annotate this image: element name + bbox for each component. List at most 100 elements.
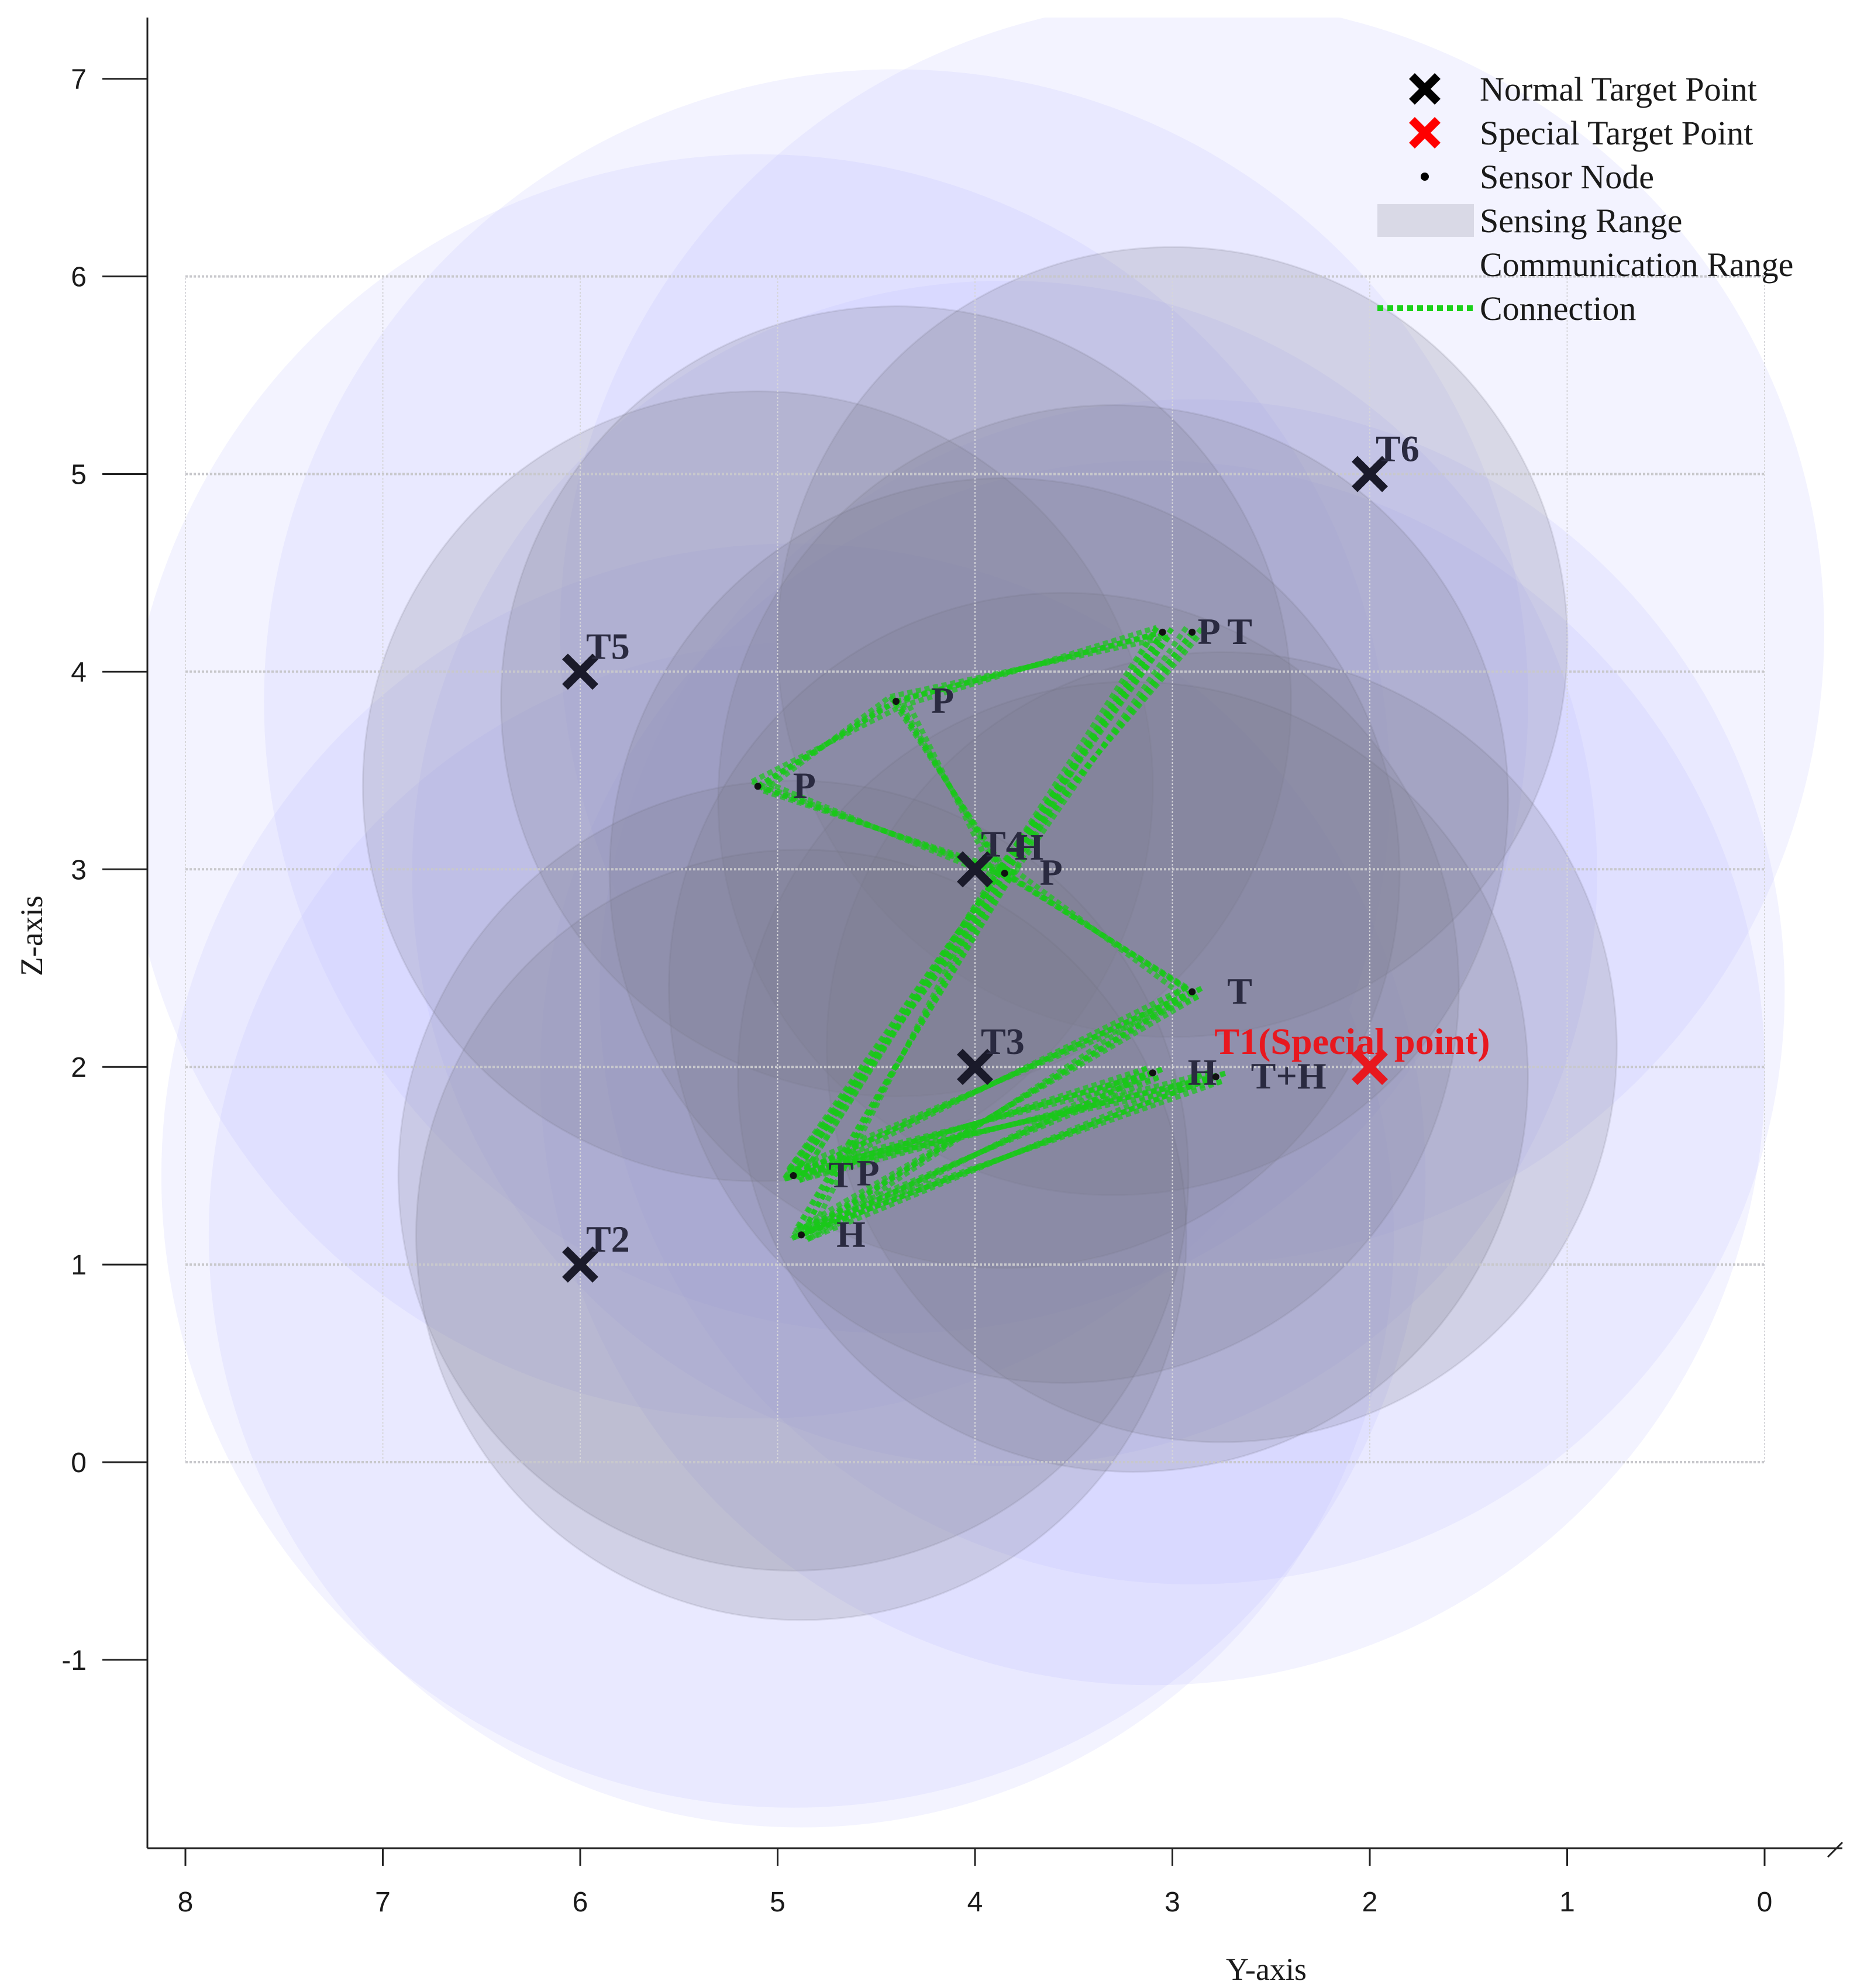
x-axis-title: Y-axis	[1226, 1952, 1307, 1987]
connection-line	[790, 986, 1203, 1241]
sensor-node-label: T	[1227, 611, 1252, 652]
sensor-node-label: P	[793, 764, 816, 806]
connection-line	[902, 697, 998, 878]
y-tick-label: 0	[71, 1448, 87, 1479]
y-tick-label: 5	[71, 460, 87, 491]
connection-line	[904, 633, 1154, 701]
connection-line	[791, 1067, 1163, 1241]
y-tick-label: 7	[71, 64, 87, 95]
legend-label: Special Target Point	[1480, 114, 1753, 152]
connection-line	[799, 871, 1007, 1236]
legend-marker	[1409, 117, 1441, 149]
normal-target-marker	[562, 653, 598, 690]
target-label: T5	[586, 625, 630, 667]
x-tick-label: 6	[573, 1887, 588, 1918]
connection-line	[766, 780, 997, 880]
target-label: T2	[586, 1218, 630, 1260]
normal-target-marker	[957, 1049, 993, 1086]
target-points: T2 T3 T4 T5 T6 T1(Special point)	[562, 428, 1490, 1283]
connection-line	[783, 986, 1203, 1182]
sensing-range-circle	[667, 592, 1460, 1384]
legend-marker	[1409, 73, 1441, 105]
x-tick-label: 2	[1362, 1887, 1378, 1918]
sensor-node	[893, 698, 900, 705]
sensor-node	[754, 783, 762, 790]
connection-line	[783, 1070, 1226, 1182]
connection-line	[805, 1066, 1148, 1242]
y-tick-label: 2	[71, 1052, 87, 1083]
y-tick-label: 6	[71, 262, 87, 293]
normal-target-marker	[562, 1246, 598, 1283]
legend-label: Connection	[1480, 290, 1636, 328]
y-tick-label: -1	[61, 1645, 87, 1676]
y-tick-label: 3	[71, 855, 87, 886]
connection-line	[798, 984, 1188, 1183]
legend-label: Communication Range	[1480, 246, 1793, 284]
x-marker-stroke	[957, 1049, 993, 1086]
sensor-node-label: P	[1040, 852, 1063, 893]
connection-line	[993, 626, 1204, 878]
sensor-node	[1159, 628, 1166, 636]
sensor-node-label: H	[1188, 1051, 1217, 1093]
target-label: T3	[981, 1021, 1025, 1062]
target-label: T6	[1376, 428, 1420, 470]
axes: 8 7 6 5 4 3 2 1 0 -1 0 1 2 3 4 5 6 7	[61, 18, 1844, 1918]
y-axis-title: Z-axis	[14, 895, 49, 976]
connection-line	[790, 868, 1017, 1240]
x-marker-stroke	[957, 851, 993, 888]
sensor-node	[798, 1231, 805, 1239]
sensor-node	[1188, 628, 1196, 636]
x-tick-label: 0	[1757, 1887, 1773, 1918]
node-annotation: P	[857, 1152, 880, 1194]
x-axis-end-line	[1827, 1841, 1844, 1858]
connection-line	[806, 1069, 1211, 1242]
legend-label: Normal Target Point	[1480, 70, 1757, 108]
normal-target-marker	[1352, 456, 1388, 492]
connection-line	[781, 627, 1174, 1181]
connection-line	[997, 866, 1200, 999]
sensor-node	[1149, 1069, 1156, 1077]
x-tick-label: 4	[967, 1887, 983, 1918]
sensor-node-label: P	[931, 680, 954, 721]
sensor-node-label: T	[1227, 970, 1252, 1012]
x-tick-label: 8	[178, 1887, 194, 1918]
target-label: T1(Special point)	[1214, 1021, 1490, 1062]
x-tick-label: 1	[1559, 1887, 1575, 1918]
x-marker-stroke	[562, 653, 598, 690]
legend-label: Sensing Range	[1480, 202, 1682, 240]
sensor-node-label: T+H	[1251, 1055, 1327, 1097]
connection-line	[798, 1069, 1211, 1183]
legend: Normal Target Point Special Target Point S…	[1377, 70, 1793, 328]
x-marker-stroke	[1352, 456, 1388, 492]
legend-marker	[1377, 204, 1474, 237]
target-label: T4	[981, 823, 1025, 864]
sensor-node	[1001, 870, 1008, 877]
sensor-node	[1212, 1073, 1219, 1081]
connection-line	[794, 1079, 1223, 1233]
sensor-node-label: P	[1198, 611, 1221, 652]
x-marker-stroke	[1409, 73, 1441, 105]
normal-target-marker	[957, 851, 993, 888]
y-tick-label: 4	[71, 657, 87, 688]
node-annotation: H	[1015, 826, 1044, 867]
x-tick-label: 3	[1164, 1887, 1180, 1918]
x-tick-label: 5	[770, 1887, 785, 1918]
legend-label: Sensor Node	[1480, 158, 1654, 196]
connection-line	[797, 867, 1001, 1182]
x-marker-stroke	[1409, 117, 1441, 149]
connections	[750, 625, 1226, 1242]
sensor-node-label: H	[836, 1213, 866, 1255]
sensor-node-label: T	[829, 1154, 854, 1195]
connection-line	[766, 702, 888, 785]
legend-marker	[1421, 173, 1429, 181]
communication-range-circle	[147, 154, 1390, 1418]
special-target-marker	[1352, 1049, 1388, 1086]
sensor-node	[790, 1172, 797, 1180]
sensor-node	[1188, 988, 1196, 995]
communication-range-circle	[560, 18, 1824, 1265]
x-tick-label: 7	[375, 1887, 391, 1918]
grid	[185, 275, 1765, 1463]
x-marker-stroke	[562, 1246, 598, 1283]
